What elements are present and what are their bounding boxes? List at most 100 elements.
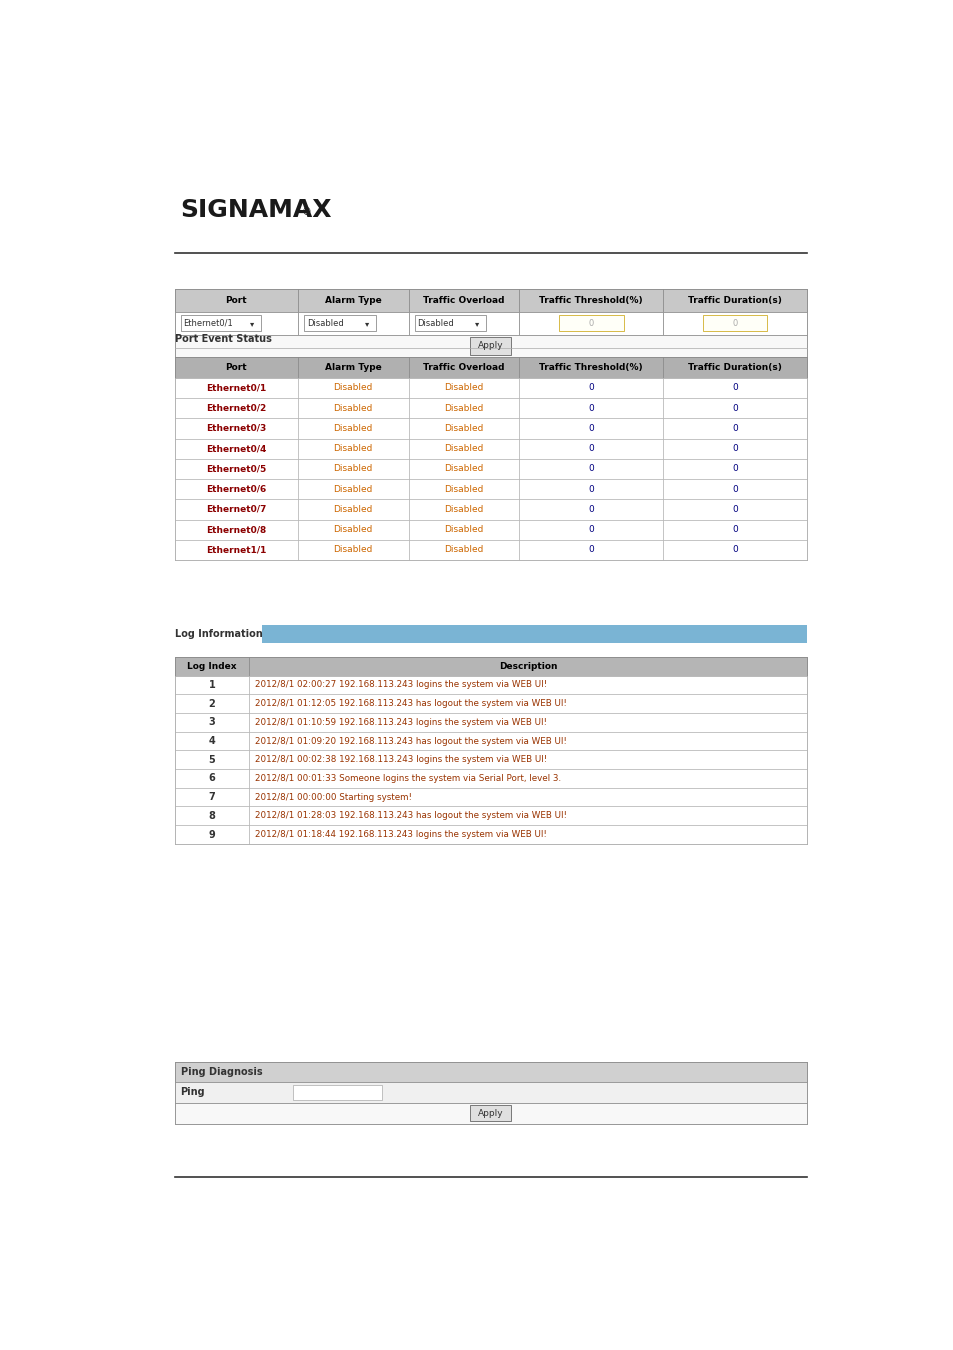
Text: 0: 0 xyxy=(588,404,594,413)
Text: 2012/8/1 00:00:00 Starting system!: 2012/8/1 00:00:00 Starting system! xyxy=(255,792,412,802)
Bar xyxy=(249,657,806,675)
Text: Disabled: Disabled xyxy=(334,545,373,555)
Bar xyxy=(662,479,806,500)
Text: Traffic Overload: Traffic Overload xyxy=(423,363,504,373)
Text: Port: Port xyxy=(225,296,247,305)
Bar xyxy=(174,335,806,358)
Text: Description: Description xyxy=(498,662,557,671)
Bar xyxy=(174,540,297,560)
Text: ▾: ▾ xyxy=(475,319,479,328)
Text: 1: 1 xyxy=(209,680,215,690)
Text: 0: 0 xyxy=(588,383,594,393)
Text: 3: 3 xyxy=(209,717,215,728)
Bar xyxy=(297,358,408,378)
Bar xyxy=(297,540,408,560)
Bar xyxy=(662,358,806,378)
Text: 0: 0 xyxy=(588,424,594,433)
Bar xyxy=(662,378,806,398)
Bar xyxy=(518,439,662,459)
Text: 0: 0 xyxy=(732,505,738,514)
Text: SIGNAMAX: SIGNAMAX xyxy=(180,198,331,223)
Bar xyxy=(297,500,408,520)
Text: Disabled: Disabled xyxy=(334,424,373,433)
Text: Disabled: Disabled xyxy=(444,444,483,454)
Text: 0: 0 xyxy=(588,464,594,474)
Bar xyxy=(262,625,806,644)
Bar xyxy=(174,806,249,825)
Bar xyxy=(174,289,806,358)
Text: Ethernet0/7: Ethernet0/7 xyxy=(206,505,266,514)
Bar xyxy=(408,398,518,418)
Bar xyxy=(297,398,408,418)
Text: Traffic Overload: Traffic Overload xyxy=(423,296,504,305)
Bar xyxy=(249,694,806,713)
Bar xyxy=(249,788,806,806)
Text: 2012/8/1 01:09:20 192.168.113.243 has logout the system via WEB UI!: 2012/8/1 01:09:20 192.168.113.243 has lo… xyxy=(255,737,566,745)
Text: 2012/8/1 01:10:59 192.168.113.243 logins the system via WEB UI!: 2012/8/1 01:10:59 192.168.113.243 logins… xyxy=(255,718,547,726)
Bar xyxy=(408,358,518,378)
Text: Disabled: Disabled xyxy=(307,319,343,328)
Bar xyxy=(174,358,297,378)
Text: 0: 0 xyxy=(588,319,594,328)
Bar xyxy=(174,289,297,312)
Bar xyxy=(408,520,518,540)
Bar xyxy=(408,540,518,560)
Bar xyxy=(174,1062,806,1081)
Bar xyxy=(470,1106,511,1120)
Text: 9: 9 xyxy=(209,829,215,840)
Bar xyxy=(518,418,662,439)
Bar xyxy=(518,289,662,312)
Bar xyxy=(174,788,249,806)
Bar xyxy=(249,675,806,694)
Bar xyxy=(249,713,806,732)
Text: Alarm Type: Alarm Type xyxy=(325,296,381,305)
Text: 0: 0 xyxy=(732,404,738,413)
Text: ▾: ▾ xyxy=(250,319,253,328)
Bar xyxy=(174,657,249,675)
Bar xyxy=(174,751,249,769)
Bar xyxy=(174,418,297,439)
Text: Ethernet0/3: Ethernet0/3 xyxy=(206,424,266,433)
Bar xyxy=(518,358,662,378)
Text: 0: 0 xyxy=(732,525,738,535)
Text: Port Event Status: Port Event Status xyxy=(174,333,272,344)
Text: 6: 6 xyxy=(209,774,215,783)
Bar xyxy=(662,439,806,459)
Text: 0: 0 xyxy=(732,464,738,474)
Text: Disabled: Disabled xyxy=(334,505,373,514)
Text: Ethernet0/6: Ethernet0/6 xyxy=(206,485,266,494)
Bar xyxy=(662,500,806,520)
Bar xyxy=(249,825,806,844)
Bar xyxy=(174,459,297,479)
Text: 5: 5 xyxy=(209,755,215,764)
Bar xyxy=(414,315,486,331)
Text: 2012/8/1 01:18:44 192.168.113.243 logins the system via WEB UI!: 2012/8/1 01:18:44 192.168.113.243 logins… xyxy=(255,830,546,840)
Bar xyxy=(662,540,806,560)
Bar xyxy=(297,378,408,398)
Text: 2012/8/1 02:00:27 192.168.113.243 logins the system via WEB UI!: 2012/8/1 02:00:27 192.168.113.243 logins… xyxy=(255,680,547,690)
Bar xyxy=(408,439,518,459)
Text: Ethernet0/5: Ethernet0/5 xyxy=(206,464,266,474)
Text: 0: 0 xyxy=(588,525,594,535)
Bar xyxy=(408,312,518,335)
Bar xyxy=(180,315,260,331)
Text: Log Information: Log Information xyxy=(174,629,262,639)
Text: Disabled: Disabled xyxy=(444,404,483,413)
Text: Ethernet0/1: Ethernet0/1 xyxy=(206,383,266,393)
Bar xyxy=(662,418,806,439)
Bar xyxy=(662,289,806,312)
Text: 0: 0 xyxy=(588,545,594,555)
Bar xyxy=(297,459,408,479)
Bar xyxy=(293,1084,381,1100)
Bar xyxy=(174,1103,806,1123)
Bar xyxy=(408,378,518,398)
Text: 0: 0 xyxy=(732,545,738,555)
Bar xyxy=(297,289,408,312)
Bar xyxy=(518,540,662,560)
Bar xyxy=(174,657,806,844)
Text: Log Index: Log Index xyxy=(187,662,236,671)
Bar xyxy=(518,312,662,335)
Bar xyxy=(518,459,662,479)
Bar xyxy=(174,398,297,418)
Bar xyxy=(174,439,297,459)
